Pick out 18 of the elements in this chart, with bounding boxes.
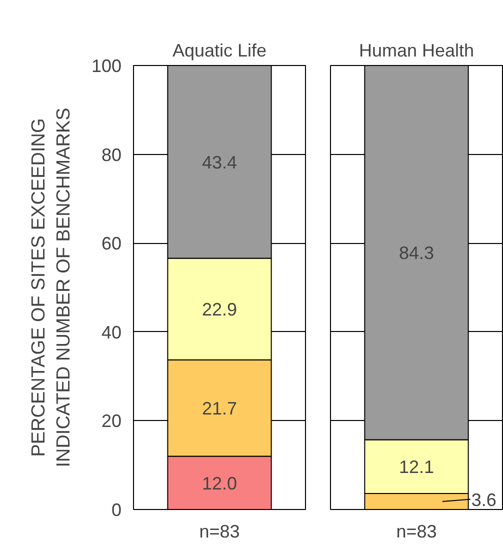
x-tick-label: n=83 xyxy=(199,522,240,542)
x-tick-label: n=83 xyxy=(396,522,437,542)
data-label: 3.6 xyxy=(471,490,496,510)
chart-title: Human Health xyxy=(358,40,474,60)
y-tick-label: 80 xyxy=(101,144,122,165)
y-tick-label: 60 xyxy=(101,234,122,254)
data-label: 21.7 xyxy=(202,398,238,419)
chart-title: Aquatic Life xyxy=(172,40,267,60)
data-label: 12.0 xyxy=(202,473,238,494)
data-label: 12.1 xyxy=(398,457,434,478)
y-axis-title: PERCENTAGE OF SITES EXCEEDING INDICATED NUMBER OF BENCHMARKS xyxy=(28,108,74,468)
y-tick-label: 20 xyxy=(101,411,122,432)
data-label: 43.4 xyxy=(202,152,238,172)
y-tick-label: 40 xyxy=(101,322,122,342)
data-label: 84.3 xyxy=(398,243,434,264)
y-tick-label: 0 xyxy=(111,500,122,520)
y-tick-label: 100 xyxy=(91,56,122,76)
data-label: 22.9 xyxy=(202,300,238,320)
